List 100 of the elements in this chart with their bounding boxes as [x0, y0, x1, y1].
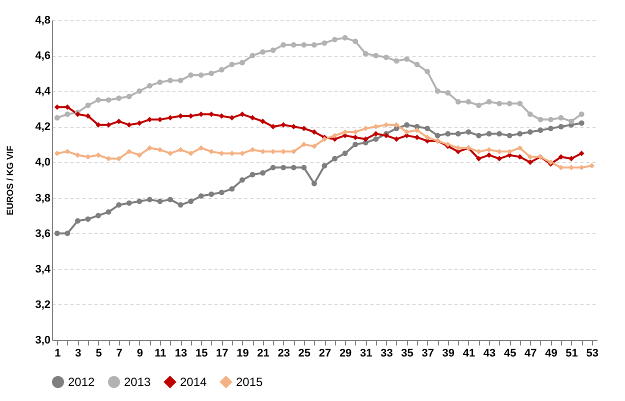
point: [188, 150, 194, 156]
point: [136, 120, 142, 126]
point: [414, 127, 420, 133]
point: [126, 94, 132, 100]
point: [136, 198, 142, 204]
y-tick-label: 3,8: [35, 192, 50, 204]
point: [362, 136, 368, 142]
point: [373, 131, 379, 137]
point: [157, 79, 163, 85]
point: [496, 131, 502, 137]
point: [568, 156, 574, 162]
point: [445, 131, 451, 137]
x-tick-label: 49: [545, 348, 558, 360]
x-tick-label: 47: [524, 348, 537, 360]
point: [250, 52, 256, 58]
point: [270, 164, 276, 170]
point: [301, 164, 307, 170]
x-tick-label: 17: [216, 348, 228, 360]
point: [96, 97, 102, 103]
point: [270, 124, 276, 130]
point: [96, 152, 102, 158]
y-tick-label: 3,4: [35, 263, 52, 276]
point: [548, 116, 554, 122]
point: [229, 62, 235, 68]
point: [527, 159, 533, 165]
point: [548, 126, 554, 132]
point: [239, 177, 245, 183]
point: [486, 131, 492, 137]
point: [146, 145, 152, 151]
point: [362, 126, 368, 132]
point: [157, 198, 163, 204]
x-tick-label: 25: [298, 348, 311, 360]
point: [496, 100, 502, 106]
point: [260, 170, 266, 176]
point: [74, 218, 80, 224]
point: [466, 99, 472, 105]
point: [188, 72, 194, 78]
point: [54, 230, 60, 236]
legend-label: 2012: [68, 375, 96, 389]
point: [527, 111, 533, 117]
point: [116, 95, 122, 101]
y-tick-label: 3,6: [35, 228, 50, 240]
x-tick-label: 27: [318, 348, 332, 360]
point: [270, 47, 276, 53]
point: [116, 202, 122, 208]
point: [332, 36, 338, 42]
x-tick-label: 29: [339, 348, 352, 360]
point: [517, 100, 523, 106]
point: [404, 56, 410, 62]
point: [208, 70, 214, 76]
point: [54, 104, 60, 110]
point: [568, 118, 574, 124]
point: [517, 154, 523, 160]
point: [332, 132, 338, 138]
point: [455, 131, 461, 137]
x-tick-label: 31: [360, 348, 372, 360]
x-tick-label: 13: [174, 348, 188, 360]
point: [280, 122, 286, 128]
x-tick-label: 3: [75, 348, 82, 360]
point: [54, 115, 60, 121]
point: [527, 129, 533, 135]
point: [85, 102, 91, 108]
point: [198, 193, 204, 199]
point: [260, 118, 266, 124]
point: [352, 134, 358, 140]
point: [486, 152, 492, 158]
point: [434, 132, 440, 138]
point: [434, 88, 440, 94]
x-tick-label: 15: [195, 348, 208, 360]
point: [208, 191, 214, 197]
point: [157, 147, 163, 153]
point: [373, 136, 379, 142]
point: [383, 54, 389, 60]
x-tick-label: 45: [504, 348, 516, 360]
point: [198, 145, 204, 151]
point: [424, 134, 430, 140]
point: [178, 202, 184, 208]
point: [311, 143, 317, 149]
point: [538, 127, 544, 133]
point: [218, 67, 224, 73]
point: [342, 150, 348, 156]
point: [394, 58, 400, 64]
x-tick-label: 51: [566, 348, 578, 360]
x-tick-label: 1: [54, 348, 61, 360]
point: [64, 111, 70, 117]
point: [578, 120, 584, 126]
y-tick-label: 4,4: [35, 86, 52, 98]
point: [106, 97, 112, 103]
y-tick-label: 4,6: [35, 50, 50, 62]
point: [54, 150, 60, 156]
point: [373, 124, 379, 130]
y-tick-label: 3,0: [35, 334, 50, 346]
point: [589, 163, 595, 169]
point: [322, 163, 328, 169]
point: [352, 142, 358, 148]
point: [486, 147, 492, 153]
point: [404, 122, 410, 128]
point: [558, 124, 564, 130]
x-tick-label: 39: [442, 348, 455, 360]
y-axis-title: EUROS / KG VIF: [5, 145, 16, 216]
